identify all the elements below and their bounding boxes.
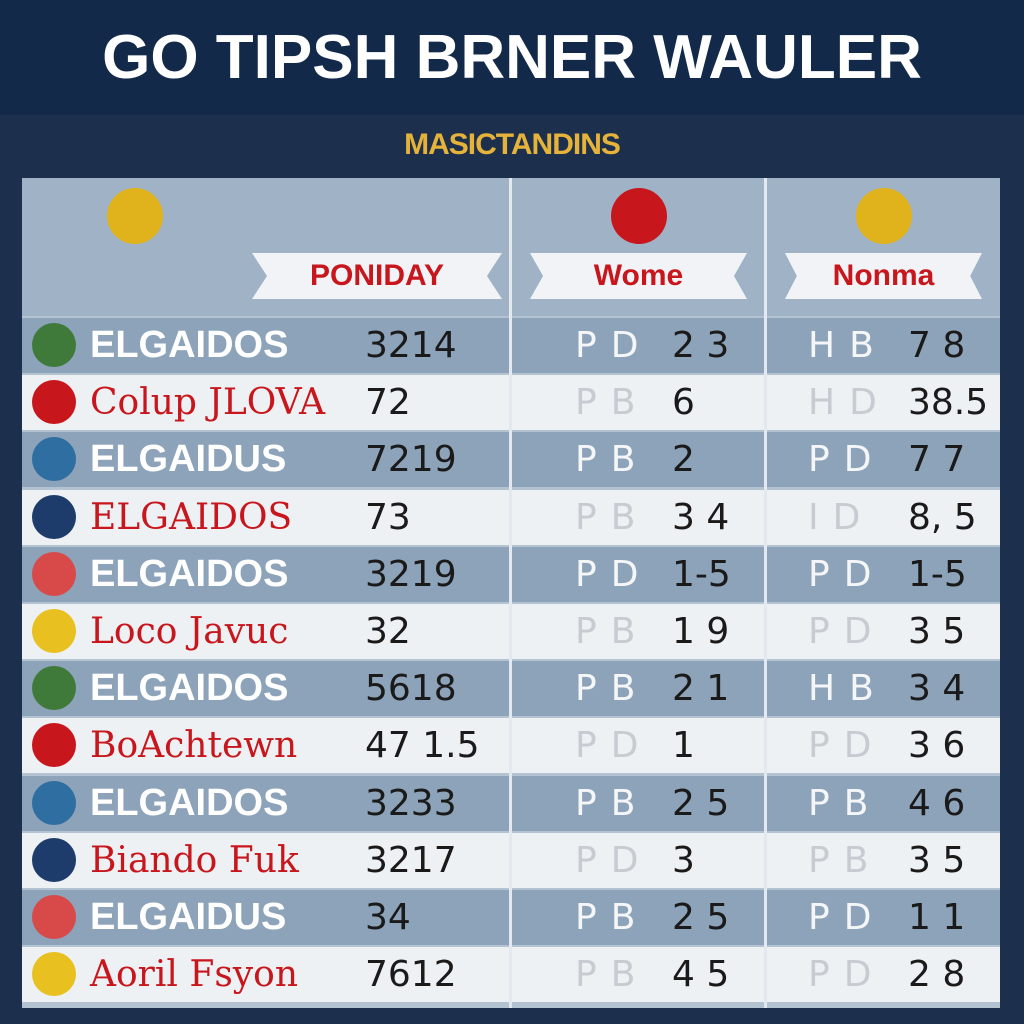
col3-code: PD bbox=[808, 611, 886, 652]
team-score: 3219 bbox=[365, 553, 457, 595]
team-logo bbox=[32, 780, 76, 825]
team-name: ELGAIDUS bbox=[90, 438, 287, 481]
col2-code: PB bbox=[575, 611, 650, 652]
team-logo bbox=[32, 723, 76, 768]
title: GO TIPSH BRNER WAULER bbox=[0, 0, 1024, 115]
col2-value: 2 5 bbox=[672, 897, 730, 938]
col2-code: PD bbox=[575, 553, 653, 595]
col3-value: 8, 5 bbox=[908, 496, 977, 538]
team-logo bbox=[32, 494, 76, 539]
column-label: Wome bbox=[530, 253, 747, 299]
team-logo bbox=[32, 666, 76, 711]
col2-code: PB bbox=[575, 897, 650, 938]
col2-value: 6 bbox=[672, 382, 695, 424]
col3-value: 3 6 bbox=[908, 725, 966, 767]
team-logo bbox=[32, 609, 76, 653]
col3-code: PD bbox=[808, 725, 886, 767]
col3-value: 38.5 bbox=[908, 382, 989, 424]
team-score: 47 1.5 bbox=[365, 725, 480, 767]
col3-value: 3 5 bbox=[908, 611, 966, 652]
col2-value: 2 1 bbox=[672, 668, 730, 710]
col2-code: PB bbox=[575, 782, 650, 824]
col2-value: 1 bbox=[672, 725, 695, 767]
team-score: 72 bbox=[365, 382, 411, 424]
team-score: 32 bbox=[365, 611, 411, 652]
col3-value: 1-5 bbox=[908, 553, 967, 595]
team-score: 7612 bbox=[365, 954, 457, 996]
col2-value: 3 bbox=[672, 839, 695, 881]
team-logo bbox=[32, 837, 76, 882]
col2-code: PB bbox=[575, 954, 650, 996]
col3-code: PD bbox=[808, 897, 886, 938]
team-name: BoAchtewn bbox=[90, 725, 298, 767]
col3-code: PB bbox=[808, 782, 883, 824]
column-emblem bbox=[855, 188, 912, 244]
team-score: 5618 bbox=[365, 668, 457, 710]
team-score: 34 bbox=[365, 897, 411, 938]
col2-code: PD bbox=[575, 839, 653, 881]
team-logo bbox=[32, 895, 76, 939]
col3-code: HD bbox=[808, 382, 891, 424]
team-logo bbox=[32, 437, 76, 482]
subtitle: MASICTANDINS bbox=[404, 128, 621, 161]
col2-value: 3 4 bbox=[672, 496, 730, 538]
column-divider bbox=[764, 178, 767, 1008]
column-emblem bbox=[610, 188, 667, 244]
col2-value: 2 bbox=[672, 439, 695, 481]
col2-code: PB bbox=[575, 668, 650, 710]
col2-value: 1-5 bbox=[672, 553, 731, 595]
col2-code: PB bbox=[575, 496, 650, 538]
team-score: 73 bbox=[365, 496, 411, 538]
col3-value: 7 8 bbox=[908, 325, 966, 366]
col2-value: 2 5 bbox=[672, 782, 730, 824]
team-name: Loco Javuc bbox=[90, 611, 289, 652]
team-name: ELGAIDOS bbox=[90, 667, 289, 710]
col3-code: PD bbox=[808, 954, 886, 996]
team-name: ELGAIDOS bbox=[90, 324, 289, 366]
col3-value: 7 7 bbox=[908, 439, 966, 481]
col3-value: 1 1 bbox=[908, 897, 966, 938]
column-label: PONIDAY bbox=[252, 253, 502, 299]
col3-code: ID bbox=[808, 496, 875, 538]
team-logo bbox=[32, 952, 76, 997]
team-score: 3214 bbox=[365, 325, 457, 366]
team-score: 3217 bbox=[365, 839, 457, 881]
col2-code: PD bbox=[575, 325, 653, 366]
team-logo bbox=[32, 380, 76, 425]
team-name: ELGAIDOS bbox=[90, 781, 289, 824]
team-logo bbox=[32, 551, 76, 596]
col2-value: 1 9 bbox=[672, 611, 730, 652]
col2-code: PD bbox=[575, 725, 653, 767]
col3-code: PD bbox=[808, 439, 886, 481]
team-logo bbox=[32, 323, 76, 367]
col2-code: PB bbox=[575, 439, 650, 481]
team-name: ELGAIDUS bbox=[90, 896, 287, 938]
team-score: 7219 bbox=[365, 439, 457, 481]
column-emblem bbox=[107, 188, 163, 244]
team-name: Colup JLOVA bbox=[90, 382, 326, 424]
col3-code: HB bbox=[808, 668, 888, 710]
col2-code: PB bbox=[575, 382, 650, 424]
col3-value: 3 5 bbox=[908, 839, 966, 881]
col3-code: PB bbox=[808, 839, 883, 881]
column-divider bbox=[509, 178, 512, 1008]
col2-value: 4 5 bbox=[672, 954, 730, 996]
col3-value: 2 8 bbox=[908, 954, 966, 996]
col3-code: PD bbox=[808, 553, 886, 595]
col3-value: 3 4 bbox=[908, 668, 966, 710]
team-name: Aoril Fsyon bbox=[90, 954, 299, 996]
team-score: 3233 bbox=[365, 782, 457, 824]
team-name: ELGAIDOS bbox=[90, 496, 293, 538]
team-name: ELGAIDOS bbox=[90, 552, 289, 595]
team-name: Biando Fuk bbox=[90, 839, 299, 881]
column-label: Nonma bbox=[785, 253, 982, 299]
col3-value: 4 6 bbox=[908, 782, 966, 824]
col3-code: HB bbox=[808, 325, 888, 366]
col2-value: 2 3 bbox=[672, 325, 730, 366]
